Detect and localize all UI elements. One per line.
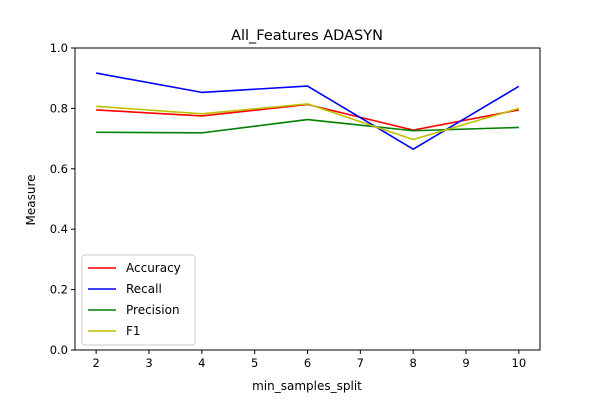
chart-title: All_Features ADASYN	[231, 28, 383, 44]
x-axis-label: min_samples_split	[252, 379, 362, 393]
legend-label-recall: Recall	[126, 282, 162, 296]
x-tick-label-2: 2	[92, 356, 99, 370]
plot-area: 2 3 4 5 6 7 8 9 10 0.0 0.2 0.4 0.6 0.8 1.0 Accuracy Reca…	[50, 41, 541, 370]
series-line-f1	[96, 103, 520, 141]
legend-box	[81, 254, 196, 346]
x-tick-label-4: 4	[198, 356, 205, 370]
x-tick-label-3: 3	[145, 356, 152, 370]
x-tick-label-6: 6	[304, 356, 311, 370]
y-tick-label-0.6: 0.6	[50, 162, 68, 176]
y-axis-label: Measure	[24, 175, 38, 226]
legend-label-f1: F1	[126, 324, 141, 338]
y-tick-label-0.8: 0.8	[50, 101, 68, 115]
legend-label-accuracy: Accuracy	[126, 261, 181, 275]
y-tick-label-0.0: 0.0	[50, 343, 68, 357]
y-tick-label-0.2: 0.2	[50, 283, 68, 297]
x-tick-label-5: 5	[251, 356, 258, 370]
y-tick-label-1.0: 1.0	[50, 41, 68, 55]
legend-label-precision: Precision	[126, 303, 180, 317]
series-line-recall	[95, 72, 520, 150]
x-tick-label-7: 7	[357, 356, 364, 370]
x-tick-label-9: 9	[462, 356, 469, 370]
y-tick-label-0.4: 0.4	[50, 222, 68, 236]
x-tick-label-10: 10	[512, 356, 527, 370]
x-tick-label-8: 8	[410, 356, 417, 370]
